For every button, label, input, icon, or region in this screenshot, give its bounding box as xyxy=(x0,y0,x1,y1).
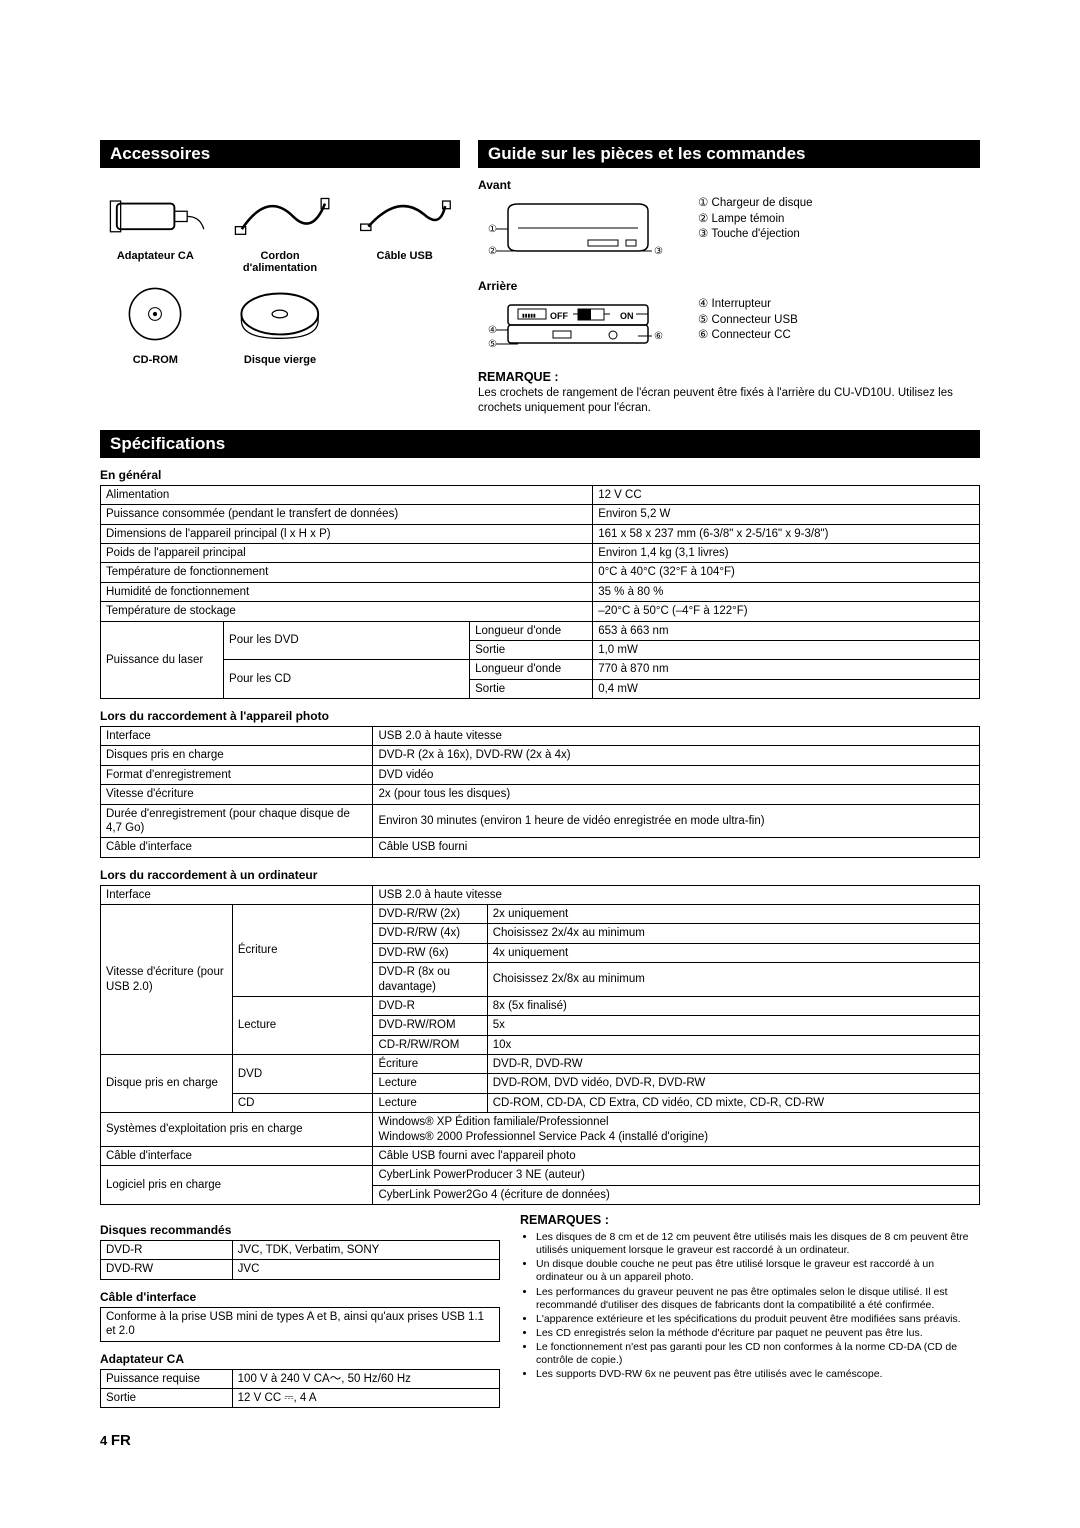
section-heading-guide: Guide sur les pièces et les commandes xyxy=(478,140,980,168)
svg-text:OFF: OFF xyxy=(550,311,568,321)
remarque-heading: REMARQUE : xyxy=(478,370,980,384)
spec-pc-title: Lors du raccordement à un ordinateur xyxy=(100,868,980,882)
accessory-image-usb-cable xyxy=(349,178,460,242)
svg-text:⑥: ⑥ xyxy=(654,331,663,342)
table-row: Poids de l'appareil principalEnviron 1,4… xyxy=(101,544,980,563)
iface-cable-title: Câble d'interface xyxy=(100,1290,500,1304)
table-row: DVD-RJVC, TDK, Verbatim, SONY xyxy=(101,1241,500,1260)
table-row: DVD-RWJVC xyxy=(101,1260,500,1279)
table-row: Vitesse d'écriture (pour USB 2.0) Écritu… xyxy=(101,905,980,924)
iface-cable-table: Conforme à la prise USB mini de types A … xyxy=(100,1307,500,1342)
page-footer: 4 FR xyxy=(100,1432,980,1449)
guide-rear-label: Arrière xyxy=(478,279,980,293)
table-row: Puissance requise100 V à 240 V CA〜, 50 H… xyxy=(101,1369,500,1388)
table-row: Conforme à la prise USB mini de types A … xyxy=(101,1307,500,1341)
table-row: Format d'enregistrementDVD vidéo xyxy=(101,765,980,784)
table-row: CDLectureCD-ROM, CD-DA, CD Extra, CD vid… xyxy=(101,1093,980,1112)
page-number: 4 xyxy=(100,1433,107,1448)
remarque-body: Les crochets de rangement de l'écran peu… xyxy=(478,386,980,416)
rear-callouts: ④ Interrupteur ⑤ Connecteur USB ⑥ Connec… xyxy=(698,297,798,344)
table-row: Durée d'enregistrement (pour chaque disq… xyxy=(101,804,980,838)
list-item: L'apparence extérieure et les spécificat… xyxy=(536,1313,980,1326)
accessory-label: Adaptateur CA xyxy=(100,250,211,274)
diagram-rear: ▮▮▮▮▮ OFF ON ④ ⑤ ⑥ xyxy=(478,297,678,360)
table-row: Température de stockage–20°C à 50°C (–4°… xyxy=(101,602,980,621)
table-row: Sortie12 V CC ⎓, 4 A xyxy=(101,1388,500,1407)
svg-text:⑤: ⑤ xyxy=(488,339,497,350)
spec-camera-title: Lors du raccordement à l'appareil photo xyxy=(100,709,980,723)
table-row: Systèmes d'exploitation pris en chargeWi… xyxy=(101,1113,980,1147)
list-item: Les disques de 8 cm et de 12 cm peuvent … xyxy=(536,1231,980,1257)
list-item: Les supports DVD-RW 6x ne peuvent pas êt… xyxy=(536,1368,980,1381)
spec-general-title: En général xyxy=(100,468,980,482)
table-row: Disques pris en chargeDVD-R (2x à 16x), … xyxy=(101,746,980,765)
table-row: Câble d'interfaceCâble USB fourni avec l… xyxy=(101,1146,980,1165)
table-row: Puissance consommée (pendant le transfer… xyxy=(101,505,980,524)
accessory-label: Câble USB xyxy=(349,250,460,274)
table-row: Alimentation12 V CC xyxy=(101,485,980,504)
section-heading-specs: Spécifications xyxy=(100,430,980,458)
adapter-title: Adaptateur CA xyxy=(100,1352,500,1366)
list-item: Un disque double couche ne peut pas être… xyxy=(536,1258,980,1284)
svg-text:④: ④ xyxy=(488,325,497,336)
list-item: Les performances du graveur peuvent ne p… xyxy=(536,1286,980,1312)
spec-camera-table: InterfaceUSB 2.0 à haute vitesse Disques… xyxy=(100,726,980,858)
disc-rec-table: DVD-RJVC, TDK, Verbatim, SONY DVD-RWJVC xyxy=(100,1240,500,1280)
accessory-label: CD-ROM xyxy=(100,354,211,366)
front-callouts: ① Chargeur de disque ② Lampe témoin ③ To… xyxy=(698,196,813,243)
accessory-label: Disque vierge xyxy=(225,354,336,366)
table-row: Lecture DVD-R8x (5x finalisé) xyxy=(101,996,980,1015)
list-item: Le fonctionnement n'est pas garanti pour… xyxy=(536,1341,980,1367)
diagram-front: ① ② ③ xyxy=(478,196,678,269)
accessory-image-ac-adapter xyxy=(100,178,211,242)
accessory-image-power-cord xyxy=(225,178,336,242)
table-row: Vitesse d'écriture2x (pour tous les disq… xyxy=(101,785,980,804)
table-row: Puissance du laser Pour les DVD Longueur… xyxy=(101,621,980,640)
svg-text:③: ③ xyxy=(654,246,663,257)
remarques-heading: REMARQUES : xyxy=(520,1213,980,1227)
document-page: Accessoires Adaptateur CA Cordon d'alime… xyxy=(0,0,1080,1509)
remarques-list: Les disques de 8 cm et de 12 cm peuvent … xyxy=(520,1231,980,1381)
spec-general-table: Alimentation12 V CC Puissance consommée … xyxy=(100,485,980,699)
accessory-label: Cordon d'alimentation xyxy=(225,250,336,274)
svg-text:②: ② xyxy=(488,246,497,257)
table-row: Disque pris en charge DVD ÉcritureDVD-R,… xyxy=(101,1055,980,1074)
table-row: Pour les CD Longueur d'onde770 à 870 nm xyxy=(101,660,980,679)
svg-text:①: ① xyxy=(488,224,497,235)
accessories-grid: Adaptateur CA Cordon d'alimentation Câbl… xyxy=(100,178,460,366)
table-row: Logiciel pris en chargeCyberLink PowerPr… xyxy=(101,1166,980,1185)
guide-front-label: Avant xyxy=(478,178,980,192)
section-heading-accessories: Accessoires xyxy=(100,140,460,168)
adapter-table: Puissance requise100 V à 240 V CA〜, 50 H… xyxy=(100,1369,500,1409)
accessory-image-blank-disc xyxy=(225,282,336,346)
list-item: Les CD enregistrés selon la méthode d'éc… xyxy=(536,1327,980,1340)
accessory-image-cdrom xyxy=(100,282,211,346)
svg-text:ON: ON xyxy=(620,311,634,321)
table-row: Câble d'interfaceCâble USB fourni xyxy=(101,838,980,857)
table-row: InterfaceUSB 2.0 à haute vitesse xyxy=(101,885,980,904)
table-row: Température de fonctionnement0°C à 40°C … xyxy=(101,563,980,582)
table-row: Humidité de fonctionnement35 % à 80 % xyxy=(101,582,980,601)
disc-rec-title: Disques recommandés xyxy=(100,1223,500,1237)
page-lang: FR xyxy=(111,1432,131,1449)
table-row: InterfaceUSB 2.0 à haute vitesse xyxy=(101,727,980,746)
svg-text:▮▮▮▮▮: ▮▮▮▮▮ xyxy=(522,313,536,319)
spec-pc-table: InterfaceUSB 2.0 à haute vitesse Vitesse… xyxy=(100,885,980,1205)
table-row: Dimensions de l'appareil principal (l x … xyxy=(101,524,980,543)
